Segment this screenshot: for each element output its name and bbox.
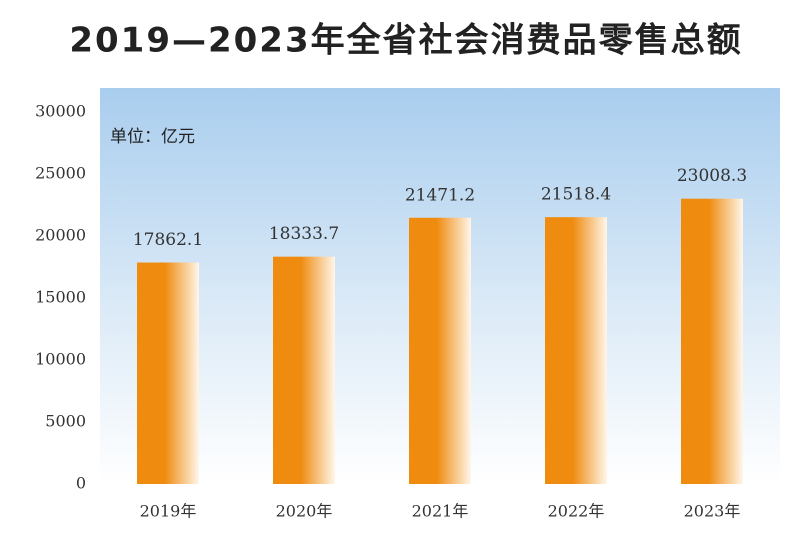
unit-note: 单位：亿元 <box>110 127 195 147</box>
bar <box>545 217 607 484</box>
value-label: 21471.2 <box>405 185 475 205</box>
bar <box>681 198 743 484</box>
value-label: 18333.7 <box>269 224 339 244</box>
value-label: 21518.4 <box>541 185 611 205</box>
y-tick-label: 30000 <box>35 102 86 121</box>
y-tick-label: 20000 <box>35 226 86 245</box>
x-tick-label: 2023年 <box>684 502 741 521</box>
chart-title: 2019—2023年全省社会消费品零售总额 <box>69 21 742 61</box>
y-tick-label: 5000 <box>45 412 86 431</box>
bar <box>409 217 471 484</box>
x-tick-label: 2022年 <box>548 502 605 521</box>
bar <box>273 256 335 484</box>
value-label: 17862.1 <box>133 230 203 250</box>
y-tick-label: 10000 <box>35 350 86 369</box>
x-tick-label: 2020年 <box>276 502 333 521</box>
y-tick-label: 0 <box>76 474 86 493</box>
y-tick-label: 15000 <box>35 288 86 307</box>
y-tick-label: 25000 <box>35 164 86 183</box>
x-tick-label: 2019年 <box>140 502 197 521</box>
x-tick-label: 2021年 <box>412 502 469 521</box>
bar <box>137 262 199 484</box>
value-label: 23008.3 <box>677 166 747 186</box>
